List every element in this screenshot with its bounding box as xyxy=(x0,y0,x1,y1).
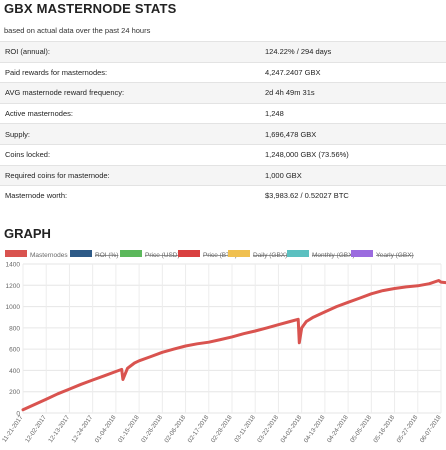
legend-swatch[interactable] xyxy=(178,250,200,257)
y-tick-label: 800 xyxy=(9,325,20,332)
stat-value: 1,000 GBX xyxy=(260,164,446,186)
stat-label: Masternode worth: xyxy=(0,185,260,206)
x-tick-label: 04-24-2018 xyxy=(326,414,350,444)
stat-label: Required coins for masternode: xyxy=(0,164,260,186)
legend-label[interactable]: Price (USD) xyxy=(145,252,180,259)
y-tick-label: 200 xyxy=(9,389,20,396)
x-tick-label: 06-07-2018 xyxy=(419,414,443,444)
legend-label[interactable]: Monthly (GBX) xyxy=(312,252,355,259)
y-tick-label: 0 xyxy=(16,411,20,418)
graph-title: GRAPH xyxy=(4,226,51,241)
legend-swatch[interactable] xyxy=(287,250,309,257)
y-tick-label: 1200 xyxy=(6,283,21,290)
x-tick-label: 12-13-2017 xyxy=(47,414,71,444)
legend-swatch[interactable] xyxy=(70,250,92,257)
y-tick-label: 600 xyxy=(9,347,20,354)
x-tick-label: 02-17-2018 xyxy=(187,414,211,444)
x-tick-label: 02-06-2018 xyxy=(163,414,187,444)
legend-swatch[interactable] xyxy=(228,250,250,257)
table-row: Supply: 1,696,478 GBX xyxy=(0,123,446,145)
stat-value: 1,248 xyxy=(260,102,446,124)
stat-value: 1,248,000 GBX (73.56%) xyxy=(260,143,446,166)
table-row: Paid rewards for masternodes: 4,247.2407… xyxy=(0,61,446,83)
legend-label[interactable]: ROI (%) xyxy=(95,252,118,259)
x-tick-label: 02-28-2018 xyxy=(210,414,234,444)
table-row: Active masternodes: 1,248 xyxy=(0,102,446,124)
stat-value: 1,696,478 GBX xyxy=(260,123,446,145)
x-tick-label: 04-02-2018 xyxy=(279,414,303,444)
legend-label[interactable]: Price (BTC) xyxy=(203,252,237,259)
legend-swatch[interactable] xyxy=(5,250,27,257)
stat-value: 124.22% / 294 days xyxy=(260,41,446,63)
x-tick-label: 05-05-2018 xyxy=(349,414,373,444)
stat-label: Paid rewards for masternodes: xyxy=(0,61,260,83)
y-tick-label: 1400 xyxy=(6,262,21,269)
stat-label: AVG masternode reward frequency: xyxy=(0,82,260,104)
table-row: Coins locked: 1,248,000 GBX (73.56%) xyxy=(0,143,446,166)
stat-value: 4,247.2407 GBX xyxy=(260,61,446,83)
y-tick-label: 400 xyxy=(9,368,20,375)
x-tick-label: 11-21-2017 xyxy=(1,414,25,444)
x-tick-label: 12-24-2017 xyxy=(70,414,94,444)
x-tick-label: 12-02-2017 xyxy=(24,414,48,444)
x-tick-label: 01-04-2018 xyxy=(94,414,118,444)
stat-value: 2d 4h 49m 31s xyxy=(260,82,446,104)
table-row: ROI (annual): 124.22% / 294 days xyxy=(0,41,446,63)
x-tick-label: 03-11-2018 xyxy=(233,414,257,444)
table-row: Masternode worth: $3,983.62 / 0.52027 BT… xyxy=(0,185,446,206)
y-tick-label: 1000 xyxy=(6,304,21,311)
table-row: AVG masternode reward frequency: 2d 4h 4… xyxy=(0,82,446,104)
legend-swatch[interactable] xyxy=(120,250,142,257)
x-tick-label: 04-13-2018 xyxy=(303,414,327,444)
masternodes-chart: Masternodes ROI (%) Price (USD) Price (BTC)… xyxy=(1,250,446,444)
page-subtitle: based on actual data over the past 24 ho… xyxy=(4,26,151,35)
x-tick-label: 05-16-2018 xyxy=(372,414,396,444)
stat-label: ROI (annual): xyxy=(0,41,260,63)
x-tick-label: 03-22-2018 xyxy=(256,414,280,444)
stat-label: Supply: xyxy=(0,123,260,145)
x-tick-label: 05-27-2018 xyxy=(396,414,420,444)
legend-label[interactable]: Daily (GBX) xyxy=(253,252,287,259)
legend-label[interactable]: Yearly (GBX) xyxy=(376,252,414,259)
legend-label[interactable]: Masternodes xyxy=(30,252,68,259)
stats-table: ROI (annual): 124.22% / 294 days Paid re… xyxy=(0,41,446,206)
table-row: Required coins for masternode: 1,000 GBX xyxy=(0,164,446,186)
page-title: GBX MASTERNODE STATS xyxy=(4,1,177,16)
stat-label: Coins locked: xyxy=(0,143,260,166)
x-tick-label: 01-15-2018 xyxy=(117,414,141,444)
x-tick-label: 01-26-2018 xyxy=(140,414,164,444)
stat-label: Active masternodes: xyxy=(0,102,260,124)
legend-swatch[interactable] xyxy=(351,250,373,257)
stat-value: $3,983.62 / 0.52027 BTC xyxy=(260,185,446,206)
series-line-masternodes xyxy=(21,279,446,412)
